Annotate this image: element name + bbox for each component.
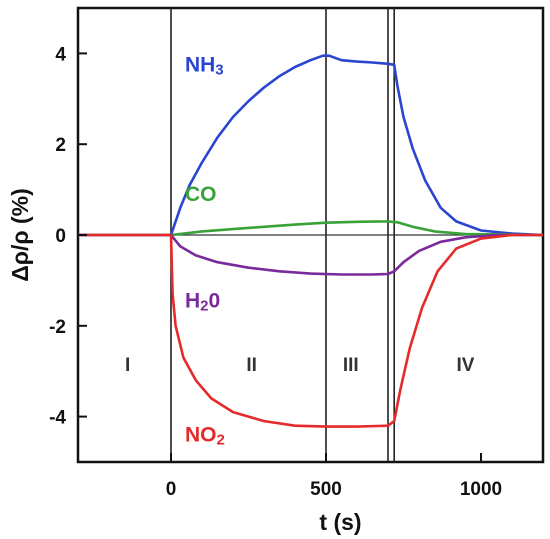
series-line-h20 [78,233,543,276]
y-tick-label: -4 [49,408,66,429]
region-label-ii: II [246,355,257,376]
ticks-group: -4 -2 0 2 4 0 500 1000 [49,44,502,500]
series-labels-group: NH3 CO H20 NO2 [185,54,225,449]
series-line-co [78,220,544,237]
series-label-nh3: NH3 [185,54,224,79]
series-label-no2: NO2 [185,424,225,449]
region-label-iv: IV [457,355,475,376]
series-group [78,54,544,428]
region-label-iii: III [343,355,359,376]
y-tick-label: 4 [55,44,66,65]
series-label-co: CO [185,183,217,206]
y-tick-label: -2 [49,317,66,338]
x-tick-label: 1000 [460,479,502,500]
y-axis-label: Δρ/ρ (%) [7,188,33,282]
x-tick-label: 0 [166,479,177,500]
axis-labels-group: t (s) Δρ/ρ (%) [7,188,362,535]
region-label-i: I [125,355,130,376]
series-line-no2 [78,233,543,428]
x-tick-label: 500 [310,479,342,500]
series-label-h20: H20 [185,290,220,315]
series-line-nh3 [78,54,544,237]
x-axis-label: t (s) [319,509,361,535]
y-tick-label: 2 [55,135,66,156]
region-labels-group: I II III IV [125,355,475,376]
y-tick-label: 0 [55,226,66,247]
